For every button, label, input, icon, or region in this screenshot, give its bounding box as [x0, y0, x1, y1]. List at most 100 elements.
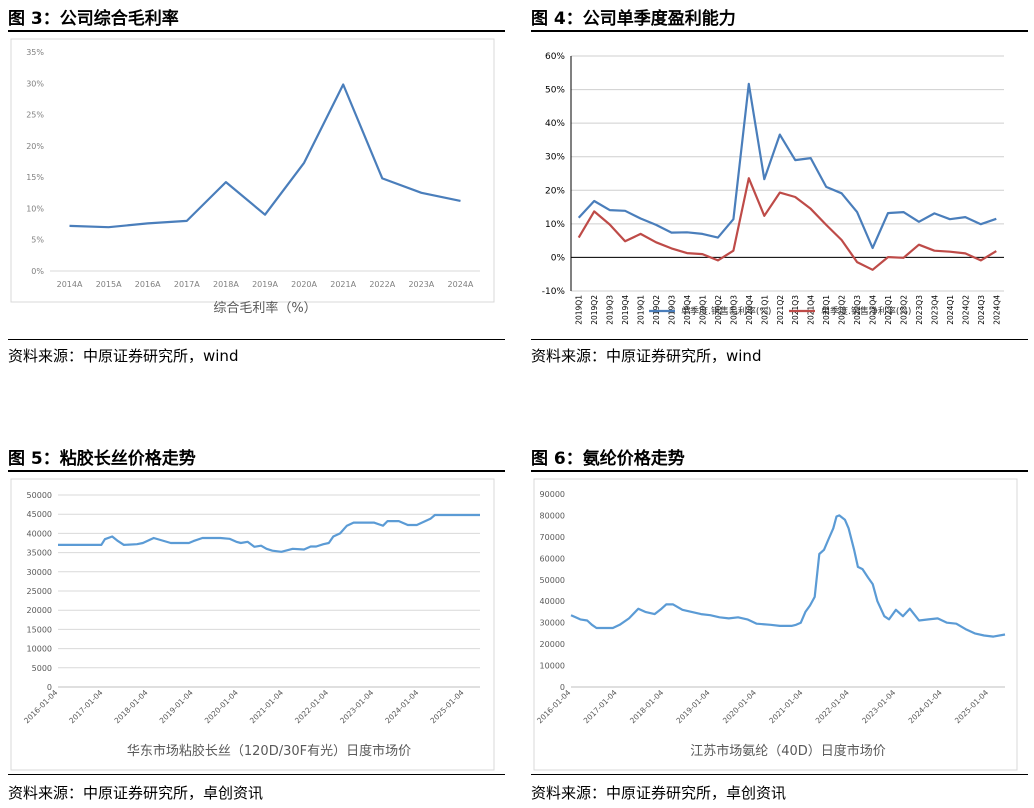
- x-tick-label: 2024-01-04: [383, 688, 420, 725]
- x-tick-label: 2018-01-04: [628, 688, 665, 725]
- y-tick-label: 0%: [31, 267, 44, 276]
- x-tick-label: 2024A: [448, 280, 474, 289]
- y-tick-label: 0%: [551, 253, 566, 263]
- y-tick-label: 50%: [545, 86, 565, 96]
- y-tick-label: 40000: [540, 597, 565, 606]
- bottom-rule: [8, 339, 505, 340]
- x-tick-label: 2020A: [291, 280, 317, 289]
- y-tick-label: 60%: [545, 52, 565, 62]
- x-tick-label: 2025-01-04: [953, 688, 990, 725]
- x-tick-label: 2019A: [252, 280, 278, 289]
- x-tick-label: 2021A: [330, 280, 356, 289]
- x-tick-label: 2016-01-04: [22, 688, 59, 725]
- y-tick-label: 90000: [540, 490, 565, 499]
- figure-heading: 图 5：粘胶长丝价格走势: [8, 449, 196, 469]
- plot-frame: [533, 478, 1018, 771]
- y-tick-label: 0: [560, 683, 565, 692]
- figure-panel-3: 图 3：公司综合毛利率 0% 5% 10% 15% 20% 25% 30% 35% 2014A 2…: [8, 0, 505, 400]
- y-tick-label: 10000: [540, 662, 565, 671]
- x-tick-label: 2021-01-04: [248, 688, 285, 725]
- x-tick-label: 2022Q4: [869, 295, 878, 325]
- figure-heading: 图 4：公司单季度盈利能力: [531, 9, 736, 29]
- x-tick-label: 2017A: [174, 280, 200, 289]
- x-tick-label: 2023-01-04: [860, 688, 897, 725]
- x-tick-label: 2024Q4: [992, 295, 1001, 325]
- x-tick-label: 2015A: [96, 280, 122, 289]
- x-tick-label: 2020Q3: [729, 295, 738, 325]
- x-axis-title: 华东市场粘胶长丝（120D/30F有光）日度市场价: [127, 743, 411, 759]
- source-note: 资料来源：中原证券研究所，卓创资讯: [8, 784, 264, 802]
- x-tick-label: 2020-01-04: [721, 688, 758, 725]
- x-tick-label: 2021Q2: [776, 295, 785, 325]
- figure-panel-6: 图 6：氨纶价格走势 0 10000 20000 30000 40000 50000 600…: [531, 440, 1028, 808]
- figure-heading: 图 3：公司综合毛利率: [8, 9, 179, 29]
- gross-margin-line-chart: 0% 5% 10% 15% 20% 25% 30% 35% 2014A 2015A 2016A 201…: [10, 38, 495, 316]
- y-tick-label: -10%: [542, 287, 566, 297]
- x-tick-label: 2020Q4: [745, 295, 754, 325]
- series-line-1: [577, 82, 997, 250]
- y-tick-label: 15%: [26, 173, 44, 182]
- x-tick-label: 2017-01-04: [67, 688, 104, 725]
- y-tick-label: 0: [47, 683, 52, 692]
- y-tick-label: 60000: [540, 554, 565, 563]
- x-tick-label: 2022Q1: [822, 295, 831, 325]
- y-tick-label: 25000: [27, 587, 52, 596]
- viscose-filament-price-chart: 0 5000 10000 15000 20000 25000 30000 35000 40000…: [10, 478, 495, 771]
- y-tick-label: 40000: [27, 529, 52, 538]
- y-tick-label: 35000: [27, 549, 52, 558]
- x-tick-label: 2020Q1: [698, 295, 707, 325]
- top-rule: [8, 30, 505, 32]
- y-tick-label: 20%: [26, 142, 44, 151]
- y-tick-label: 30000: [540, 619, 565, 628]
- series-line-1: [570, 514, 1006, 638]
- top-rule: [531, 30, 1028, 32]
- top-rule: [531, 470, 1028, 472]
- series-line-2: [577, 177, 997, 271]
- x-tick-label: 2019Q2: [590, 295, 599, 325]
- y-tick-label: 50000: [27, 491, 52, 500]
- source-note: 资料来源：中原证券研究所，卓创资讯: [531, 784, 787, 802]
- x-tick-label: 2019Q1: [575, 295, 584, 325]
- y-tick-label: 20000: [27, 606, 52, 615]
- y-tick-label: 50000: [540, 576, 565, 585]
- x-tick-label: 2014A: [57, 280, 83, 289]
- x-tick-label: 2019Q2: [652, 295, 661, 325]
- figure-panel-5: 图 5：粘胶长丝价格走势 0 5000 10000 15000 20000 25000 30…: [8, 440, 505, 808]
- x-tick-label: 2017-01-04: [582, 688, 619, 725]
- x-tick-label: 2023A: [408, 280, 434, 289]
- y-tick-label: 45000: [27, 510, 52, 519]
- x-tick-label: 2022Q2: [838, 295, 847, 325]
- y-tick-label: 25%: [26, 111, 44, 120]
- x-tick-label: 2019-01-04: [674, 688, 711, 725]
- quarterly-profitability-line-chart: -10% 0% 10% 20% 30% 40% 50% 60% 2019Q1 2019Q2 2019…: [542, 52, 1004, 325]
- x-tick-label: 2023Q3: [915, 295, 924, 325]
- legend-label: 单季度.销售毛利率(%): [681, 305, 771, 317]
- x-tick-label: 2019Q4: [621, 295, 630, 325]
- y-tick-label: 10000: [27, 645, 52, 654]
- y-tick-label: 10%: [545, 220, 565, 230]
- x-tick-label: 2024Q1: [946, 295, 955, 325]
- x-tick-label: 2024-01-04: [907, 688, 944, 725]
- y-tick-label: 30000: [27, 568, 52, 577]
- y-tick-label: 5000: [32, 664, 52, 673]
- source-note: 资料来源：中原证券研究所，wind: [531, 347, 762, 365]
- series-line-1: [58, 513, 480, 553]
- x-tick-label: 2022A: [369, 280, 395, 289]
- top-rule: [8, 470, 505, 472]
- x-tick-label: 2020Q2: [714, 295, 723, 325]
- bottom-rule: [8, 774, 505, 775]
- x-tick-label: 2019Q3: [668, 295, 677, 325]
- x-tick-label: 2021-01-04: [767, 688, 804, 725]
- x-tick-label: 2022-01-04: [293, 688, 330, 725]
- y-tick-label: 80000: [540, 511, 565, 520]
- x-tick-label: 2019Q4: [683, 295, 692, 325]
- x-tick-label: 2021Q3: [791, 295, 800, 325]
- x-tick-label: 2019Q1: [637, 295, 646, 325]
- bottom-rule: [531, 774, 1028, 775]
- y-tick-label: 10%: [26, 204, 44, 213]
- figure-heading: 图 6：氨纶价格走势: [531, 449, 685, 469]
- y-tick-label: 35%: [26, 48, 44, 57]
- x-tick-label: 2023-01-04: [338, 688, 375, 725]
- y-tick-label: 20%: [545, 186, 565, 196]
- y-tick-label: 40%: [545, 119, 565, 129]
